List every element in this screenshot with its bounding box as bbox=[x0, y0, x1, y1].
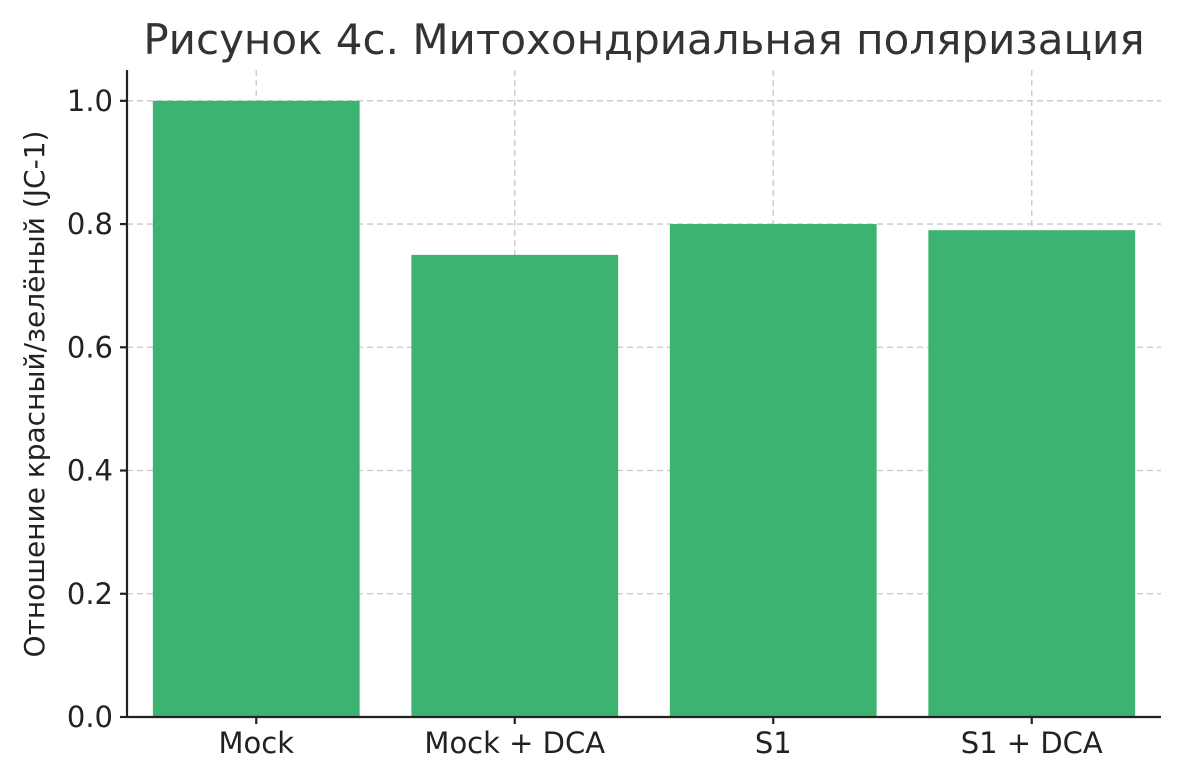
y-tick-label: 0.0 bbox=[67, 700, 113, 734]
bars bbox=[152, 100, 1136, 718]
y-tick-label: 0.4 bbox=[67, 454, 113, 488]
x-tick-label: S1 bbox=[755, 726, 792, 760]
x-tick-label: Mock + DCA bbox=[424, 726, 605, 760]
y-tick-label: 0.2 bbox=[67, 577, 113, 611]
y-tick-label: 0.8 bbox=[67, 207, 113, 241]
bar bbox=[928, 230, 1136, 717]
x-tick-label: S1 + DCA bbox=[961, 726, 1103, 760]
bar bbox=[411, 254, 619, 717]
y-tick-label: 1.0 bbox=[67, 84, 113, 118]
y-tick-label: 0.6 bbox=[67, 330, 113, 364]
tick-labels: 0.0 0.2 0.4 0.6 0.8 1.0 Mock Mock + DCA S1 S1 + D… bbox=[67, 84, 1103, 760]
x-tick-label: Mock bbox=[218, 726, 294, 760]
bar bbox=[152, 100, 360, 718]
y-axis-label: Отношение красный/зелёный (JC-1) bbox=[18, 131, 51, 658]
bar bbox=[669, 224, 877, 718]
axes bbox=[120, 70, 1161, 724]
chart-title: Рисунок 4c. Митохондриальная поляризация bbox=[143, 15, 1144, 64]
